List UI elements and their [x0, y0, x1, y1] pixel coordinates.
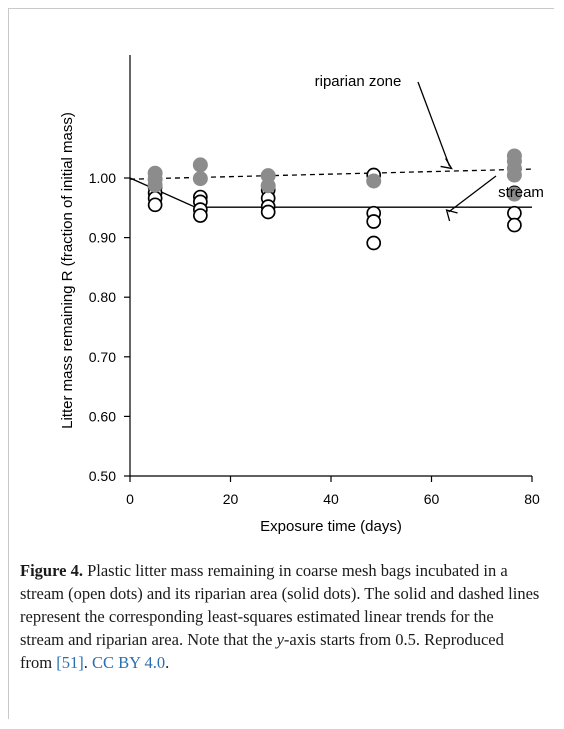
annotations: riparian zone stream [315, 73, 544, 221]
y-tick-label: 0.50 [89, 468, 116, 484]
riparian-arrowhead-icon [441, 158, 452, 168]
x-tick-label: 0 [126, 491, 134, 507]
y-tick-label: 0.70 [89, 349, 116, 365]
stream-trend-line [130, 178, 532, 207]
riparian-trend-line [130, 169, 532, 179]
riparian-point [367, 174, 381, 188]
y-tick-label: 0.80 [89, 289, 116, 305]
stream-point [194, 209, 207, 222]
scatter-chart: 0.50 0.60 0.70 0.80 0.90 1.00 0 20 40 60 80 ripari… [0, 0, 564, 545]
x-axis-label: Exposure time (days) [260, 518, 402, 535]
riparian-arrow-icon [418, 82, 450, 166]
riparian-point [261, 179, 275, 193]
chart-axes: 0.50 0.60 0.70 0.80 0.90 1.00 0 20 40 60 80 [89, 55, 540, 507]
stream-label: stream [498, 184, 544, 201]
stream-point [262, 205, 275, 218]
figure-caption: Figure 4. Plastic litter mass remaining … [20, 559, 540, 674]
caption-text-4: . [165, 653, 169, 672]
x-tick-label: 60 [424, 491, 440, 507]
riparian-zone-label: riparian zone [315, 73, 402, 90]
stream-arrowhead-icon [447, 210, 458, 221]
stream-point [508, 207, 521, 220]
caption-axis-variable: y [277, 630, 284, 649]
x-tick-label: 80 [524, 491, 540, 507]
x-tick-label: 20 [223, 491, 239, 507]
caption-figure-label: Figure 4. [20, 561, 83, 580]
riparian-point [148, 178, 162, 192]
caption-text-3: . [84, 653, 92, 672]
citation-link[interactable]: [51] [56, 653, 84, 672]
y-tick-label: 1.00 [89, 170, 116, 186]
x-tick-label: 40 [323, 491, 339, 507]
stream-point [367, 215, 380, 228]
y-tick-label: 0.60 [89, 408, 116, 424]
stream-point [367, 236, 380, 249]
riparian-point [193, 158, 207, 172]
y-tick-label: 0.90 [89, 230, 116, 246]
stream-point [149, 198, 162, 211]
trend-lines [130, 169, 532, 207]
license-link[interactable]: CC BY 4.0 [92, 653, 165, 672]
riparian-point [193, 172, 207, 186]
y-axis-label: Litter mass remaining R (fraction of ini… [59, 112, 76, 429]
riparian-point [507, 168, 521, 182]
stream-point [508, 219, 521, 232]
